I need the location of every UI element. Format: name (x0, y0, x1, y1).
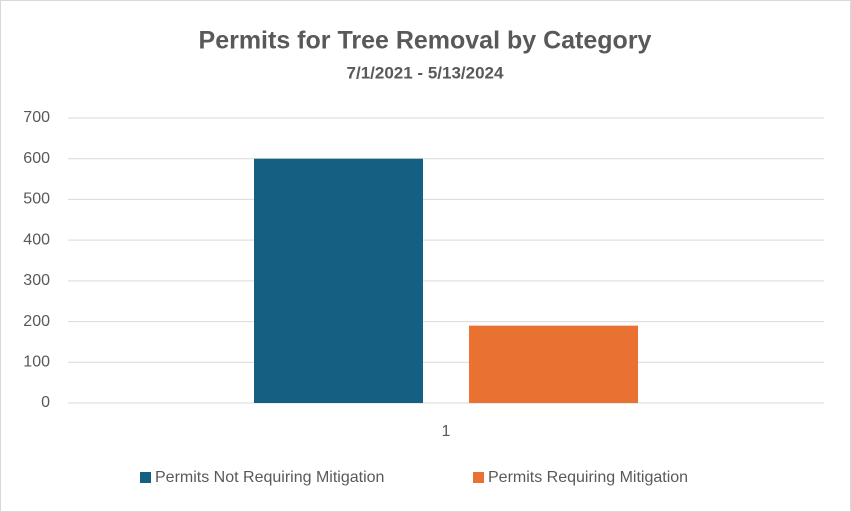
chart-title: Permits for Tree Removal by Category (199, 27, 652, 55)
legend-label: Permits Not Requiring Mitigation (155, 469, 384, 486)
bar (254, 158, 423, 403)
legend-swatch (140, 472, 151, 483)
legend-label: Permits Requiring Mitigation (488, 469, 688, 486)
y-tick-label: 100 (23, 354, 50, 371)
bar (469, 325, 638, 403)
y-tick-label: 300 (23, 272, 50, 289)
chart-subtitle: 7/1/2021 - 5/13/2024 (347, 63, 504, 82)
y-tick-label: 700 (23, 109, 50, 126)
y-tick-label: 400 (23, 231, 50, 248)
y-tick-label: 600 (23, 150, 50, 167)
y-tick-label: 200 (23, 313, 50, 330)
y-tick-label: 500 (23, 191, 50, 208)
y-tick-label: 0 (41, 394, 50, 411)
x-tick-label: 1 (442, 423, 451, 440)
legend-swatch (473, 472, 484, 483)
